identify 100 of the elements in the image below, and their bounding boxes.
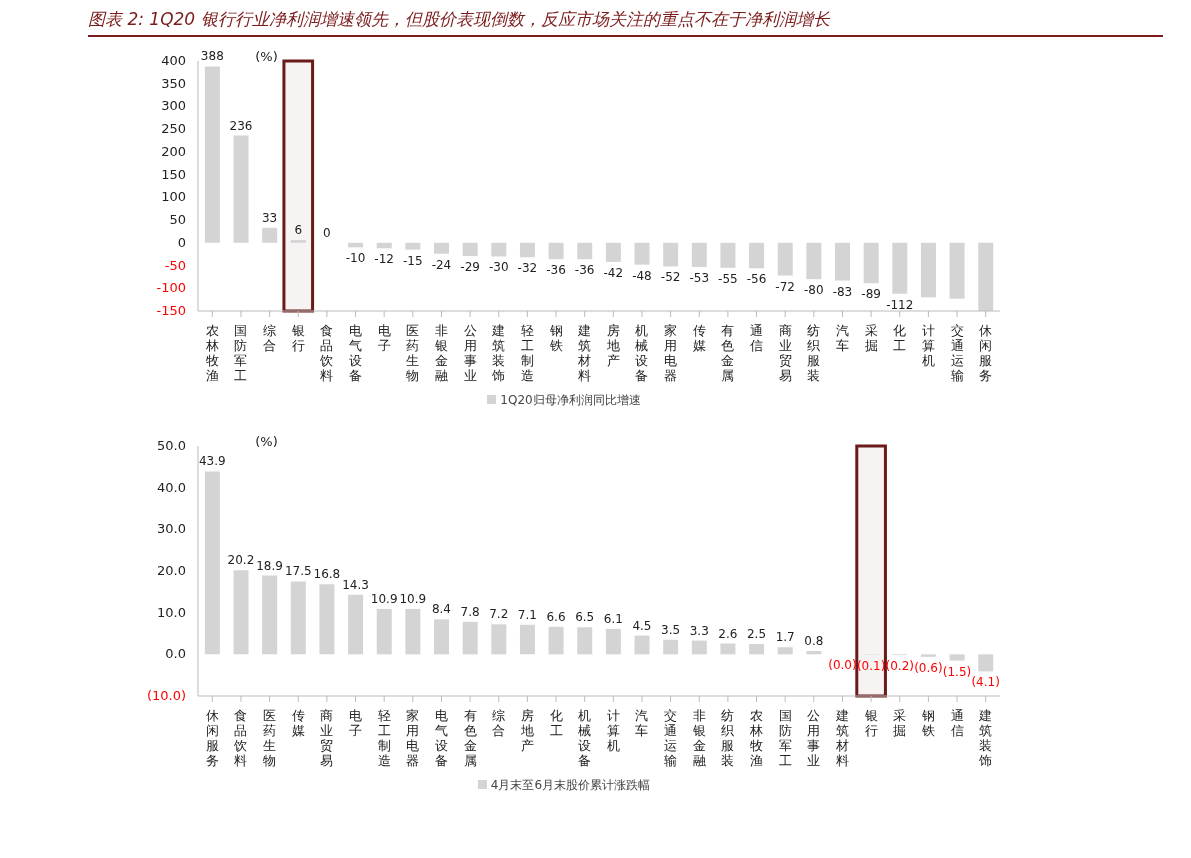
y-tick-label: 200 [161, 143, 186, 159]
bar [605, 628, 621, 655]
y-tick-label: 50.0 [157, 438, 186, 453]
data-label: 7.1 [517, 607, 537, 622]
x-tick-label: 机械设备 [578, 708, 592, 768]
y-tick-label: 20.0 [157, 563, 186, 578]
bar [204, 471, 220, 655]
bar [290, 581, 306, 655]
x-tick-label: 机械设备 [635, 323, 649, 383]
data-label: -10 [345, 251, 366, 266]
bar [663, 242, 679, 267]
x-tick-label: 家用电器 [406, 708, 420, 768]
x-tick-label: 商业贸易 [320, 708, 334, 768]
x-tick-label: 纺织服装 [807, 323, 821, 383]
x-tick-label: 公用事业 [463, 323, 477, 383]
y-tick-label: (10.0) [146, 688, 186, 703]
y-tick-label: 10.0 [157, 604, 186, 620]
data-label: -32 [517, 261, 538, 276]
data-label: (1.5) [942, 664, 972, 679]
x-tick-label: 非银金融 [433, 323, 448, 383]
data-label: -80 [804, 283, 824, 298]
bar [405, 242, 421, 250]
bar [434, 242, 450, 254]
data-label: 6.6 [546, 609, 566, 624]
data-label: 6.1 [603, 611, 623, 626]
data-label: 10.9 [399, 591, 427, 606]
data-label: -112 [886, 297, 914, 312]
bar [462, 621, 478, 655]
x-tick-label: 化工 [893, 323, 907, 353]
y-tick-label: 150 [161, 166, 186, 182]
bar [605, 242, 621, 262]
x-tick-label: 建筑材料 [834, 708, 849, 768]
x-tick-label: 钢铁 [548, 323, 563, 353]
x-tick-label: 非银金融 [691, 708, 706, 768]
x-tick-label: 食品饮料 [233, 708, 248, 768]
y-axis-title: (%) [255, 49, 278, 64]
data-label: 4.5 [632, 618, 652, 633]
bar [749, 242, 765, 269]
x-tick-label: 银行 [863, 708, 878, 738]
bar [204, 66, 220, 243]
bar [720, 643, 736, 655]
bar [233, 135, 249, 243]
data-label: -72 [775, 279, 795, 294]
data-label: 10.9 [370, 591, 398, 606]
x-tick-label: 有色金属 [463, 708, 477, 768]
data-label: (0.6) [914, 660, 943, 675]
bar [949, 654, 965, 661]
bar [519, 624, 535, 655]
data-label: 2.5 [746, 626, 767, 641]
data-label: -24 [431, 257, 452, 272]
bar [777, 242, 793, 276]
x-tick-label: 采掘 [893, 708, 907, 738]
data-label: 14.3 [342, 577, 369, 592]
chart-title: 图表 2: 1Q20 银行行业净利润增速领先，但股价表现倒数，反应市场关注的重点不在于净利润增长 [88, 8, 1163, 37]
data-label: 388 [200, 49, 224, 64]
x-tick-label: 电子 [377, 323, 391, 353]
legend-label: 4月末至6月末股价累计涨跌幅 [490, 778, 651, 792]
x-tick-label: 采掘 [864, 323, 878, 353]
x-tick-label: 通信 [950, 708, 964, 738]
y-tick-label: 40.0 [157, 479, 186, 495]
x-tick-label: 传媒 [692, 323, 706, 353]
x-tick-label: 建筑装饰 [978, 708, 993, 768]
x-tick-label: 纺织服装 [721, 708, 735, 768]
bar [777, 647, 793, 655]
data-label: 43.9 [198, 454, 226, 469]
bar [548, 626, 564, 655]
bar [462, 242, 478, 256]
y-tick-label: -50 [164, 257, 186, 273]
bar [634, 635, 650, 655]
data-label: 0.8 [804, 634, 824, 648]
bar [577, 627, 593, 655]
data-label: -83 [832, 284, 853, 299]
bar [663, 639, 679, 655]
bar [806, 242, 822, 280]
x-tick-label: 电气设备 [349, 323, 363, 383]
bar [691, 242, 707, 267]
data-label: -30 [488, 260, 509, 275]
data-label: -36 [546, 263, 566, 278]
data-label: -53 [689, 270, 710, 285]
x-tick-label: 计算机 [921, 323, 935, 368]
data-label: 0 [323, 225, 331, 240]
x-tick-label: 家用电器 [664, 323, 678, 383]
x-tick-label: 电气设备 [434, 708, 448, 768]
data-label: 1.7 [775, 630, 795, 645]
y-tick-label: 250 [161, 121, 186, 137]
data-label: -56 [746, 272, 767, 287]
bar [892, 242, 908, 294]
bar [319, 584, 335, 655]
x-tick-label: 国防军工 [234, 323, 248, 383]
bar [290, 240, 306, 243]
x-tick-label: 食品饮料 [319, 323, 334, 383]
y-axis-title: (%) [255, 434, 278, 449]
x-tick-label: 计算机 [606, 708, 620, 753]
x-tick-label: 银行 [290, 323, 305, 353]
data-label: 6 [294, 223, 303, 238]
x-tick-label: 综合 [263, 323, 277, 353]
data-label: -52 [660, 270, 681, 285]
bar [978, 242, 994, 311]
data-label: -29 [460, 260, 480, 274]
bar [577, 242, 593, 260]
